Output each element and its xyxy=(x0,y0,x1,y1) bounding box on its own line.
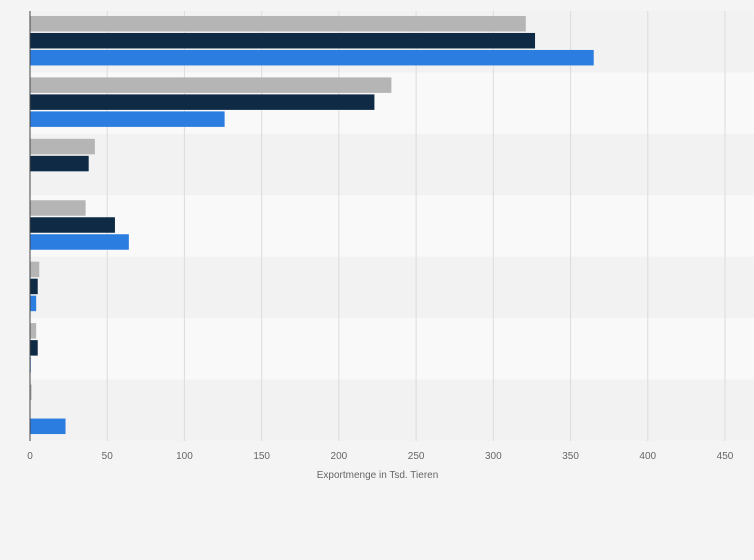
x-axis-title: Exportmenge in Tsd. Tieren xyxy=(317,470,439,481)
x-tick-label: 300 xyxy=(485,451,502,462)
bar xyxy=(30,384,32,401)
bar xyxy=(30,278,38,295)
category-band xyxy=(30,195,754,257)
x-tick-label: 50 xyxy=(102,451,114,462)
bar xyxy=(30,32,536,49)
x-tick-label: 450 xyxy=(717,451,734,462)
bar xyxy=(30,138,95,155)
x-tick-label: 0 xyxy=(27,451,33,462)
bar xyxy=(30,200,86,216)
bar xyxy=(30,15,526,32)
category-band xyxy=(30,318,754,380)
bar xyxy=(30,94,375,110)
bar xyxy=(30,49,594,66)
category-band xyxy=(30,379,754,441)
grid-lines xyxy=(106,11,726,441)
bars xyxy=(30,15,594,435)
category-band xyxy=(30,133,754,196)
x-tick-label: 350 xyxy=(562,451,579,462)
bar xyxy=(30,77,392,93)
x-tick-label: 150 xyxy=(253,451,270,462)
x-tick-label: 400 xyxy=(639,451,656,462)
bar xyxy=(30,217,115,233)
bar xyxy=(30,340,38,356)
bar xyxy=(30,111,225,127)
category-bands xyxy=(30,11,754,441)
bar xyxy=(30,155,89,172)
bar xyxy=(30,295,37,312)
x-tick-label: 200 xyxy=(331,451,348,462)
x-tick-label: 100 xyxy=(176,451,193,462)
bar xyxy=(30,418,66,435)
x-tick-label: 250 xyxy=(408,451,425,462)
x-tick-labels: 0 50 100 150 200 250 300 350 400 450 xyxy=(27,451,734,462)
category-band xyxy=(30,256,754,319)
bar xyxy=(30,261,40,278)
bar xyxy=(30,234,129,250)
bar xyxy=(30,323,37,339)
